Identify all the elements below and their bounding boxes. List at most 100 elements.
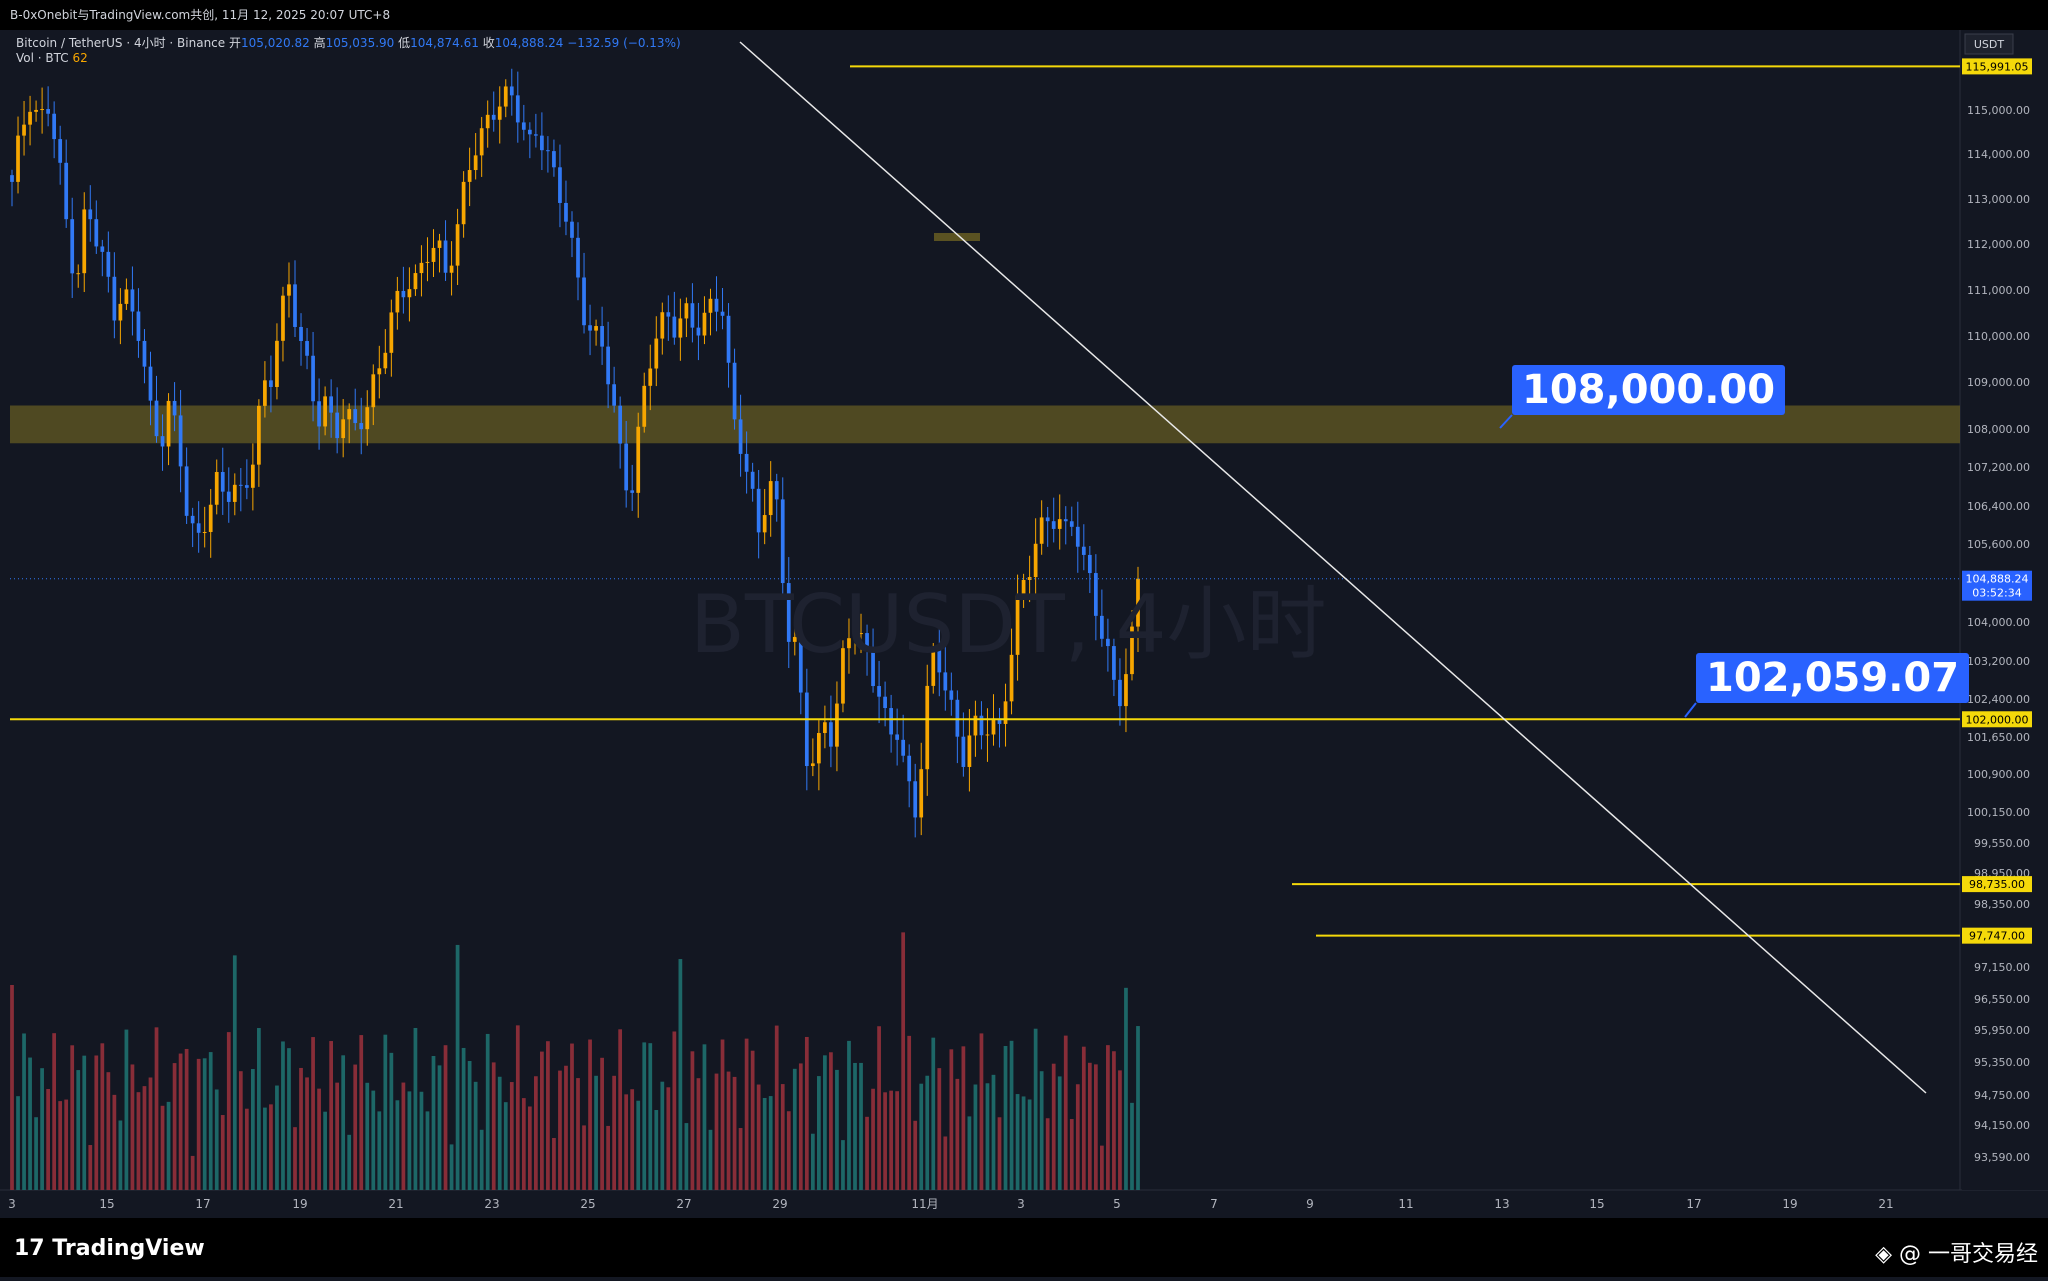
volume-bar [1063, 1035, 1068, 1190]
candle-body [726, 315, 731, 363]
countdown-tag: 03:52:34 [1972, 587, 2021, 600]
time-tick-label: 13 [1494, 1197, 1509, 1211]
price-tick-label: 99,550.00 [1974, 837, 2030, 850]
price-tick-label: 94,150.00 [1974, 1119, 2030, 1132]
volume-bar [329, 1041, 334, 1190]
time-tick-label: 17 [1686, 1197, 1701, 1211]
candle-body [937, 649, 942, 673]
volume-bar [40, 1068, 44, 1190]
volume-bar [377, 1111, 382, 1190]
level-1-tag-bg [1962, 876, 2032, 893]
volume-bar [594, 1075, 598, 1190]
candle-body [40, 109, 44, 111]
tradingview-logo[interactable]: 𝟭𝟳 TradingView [14, 1236, 205, 1261]
volume-bar [804, 1036, 809, 1190]
volume-bar [1136, 1026, 1140, 1190]
candle-body [64, 162, 69, 220]
support-callout[interactable]: 102,059.07 [1696, 653, 1970, 703]
candle-body [226, 491, 231, 502]
volume-bar [798, 1063, 803, 1190]
candle-body [425, 261, 430, 263]
volume-bar [853, 1062, 857, 1190]
candle-body [28, 111, 32, 125]
candle-body [714, 298, 719, 312]
price-tick-label: 114,000.00 [1967, 148, 2030, 161]
volume-bar [558, 1070, 562, 1190]
price-tick-label: 95,350.00 [1974, 1056, 2030, 1069]
volume-bar [1106, 1045, 1110, 1190]
volume-legend: Vol · BTC 62 [16, 51, 88, 65]
candle-body [871, 651, 875, 687]
volume-bar [660, 1081, 665, 1190]
time-tick-label: 3 [1017, 1197, 1025, 1211]
candle-body [118, 303, 123, 321]
candle-body [250, 464, 255, 488]
candle-body [263, 380, 267, 406]
volume-bar [383, 1034, 388, 1190]
candle-body [136, 311, 141, 341]
candle-body [666, 312, 671, 317]
price-tick-label: 109,000.00 [1967, 376, 2030, 389]
volume-bar [10, 985, 14, 1190]
candle-body [690, 303, 695, 328]
volume-bar [461, 1047, 466, 1190]
candle-body [413, 273, 418, 290]
volume-bar [419, 1091, 424, 1190]
time-tick-label: 19 [292, 1197, 307, 1211]
volume-bar [901, 932, 906, 1190]
close-value: 104,888.24 [494, 36, 564, 50]
candle-body [467, 170, 472, 182]
volume-bar [654, 1110, 659, 1190]
volume-bar [618, 1029, 623, 1190]
candle-body [823, 722, 827, 734]
candle-body [949, 690, 954, 700]
volume-bar [979, 1033, 984, 1190]
candle-body [558, 167, 562, 203]
candle-body [696, 327, 701, 336]
resistance-callout[interactable]: 108,000.00 [1512, 365, 1786, 415]
support-callout-pointer [1684, 702, 1697, 718]
candle-body [955, 699, 960, 737]
volume-bar [612, 1075, 617, 1190]
candle-body [865, 633, 869, 652]
time-tick-label: 21 [388, 1197, 403, 1211]
volume-bar [835, 1069, 839, 1190]
candle-body [552, 151, 556, 168]
footer-bar [0, 1218, 2048, 1277]
volume-bar [521, 1098, 526, 1190]
candle-body [238, 484, 243, 486]
volume-bar [726, 1071, 731, 1190]
volume-bar [22, 1033, 26, 1190]
candle-body [503, 86, 508, 107]
top-level-tag: 115,991.05 [1966, 60, 2029, 73]
candle-body [106, 251, 111, 277]
volume-bar [570, 1043, 574, 1190]
high-value: 105,035.90 [325, 36, 395, 50]
symbol-label[interactable]: Bitcoin / TetherUS · 4小时 · Binance [16, 36, 226, 50]
candle-body [792, 636, 797, 642]
volume-bar [527, 1106, 532, 1190]
volume-bar [515, 1025, 520, 1190]
volume-bar [774, 1025, 779, 1190]
volume-bar [1081, 1046, 1086, 1190]
open-value: 105,020.82 [241, 36, 310, 50]
candle-body [859, 633, 863, 635]
level-2-tag-bg [1962, 927, 2032, 944]
candle-body [220, 471, 225, 492]
volume-bar [250, 1069, 255, 1190]
low-label: 低 [398, 36, 411, 50]
candle-body [371, 374, 376, 408]
volume-bar [1124, 987, 1128, 1190]
volume-bar [666, 1087, 671, 1190]
candle-body [479, 128, 484, 156]
candle-body [443, 240, 448, 273]
candle-body [1136, 578, 1140, 627]
price-axis-bg [1962, 30, 2048, 1190]
time-tick-label: 11月 [911, 1197, 938, 1211]
volume-bar [100, 1043, 105, 1190]
candle-body [1130, 626, 1134, 675]
candle-body [1003, 701, 1008, 724]
volume-bar [642, 1042, 647, 1190]
volume-bar [919, 1083, 924, 1190]
